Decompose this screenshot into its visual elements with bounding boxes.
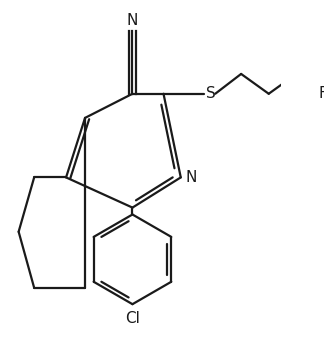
Text: S: S: [206, 86, 215, 101]
Text: N: N: [185, 170, 196, 185]
Text: F: F: [319, 86, 324, 101]
Text: Cl: Cl: [125, 311, 140, 326]
Text: N: N: [127, 13, 138, 28]
